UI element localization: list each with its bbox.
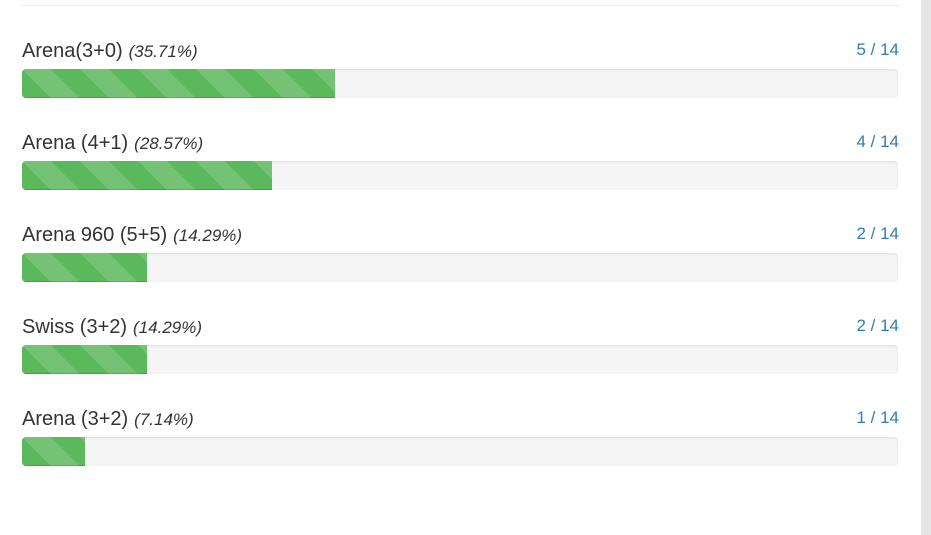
item-name: Arena (4+1) <box>22 132 129 154</box>
item-count: 5 / 14 <box>856 40 899 59</box>
progress-bar <box>22 437 85 466</box>
item-percent: (7.14%) <box>134 410 194 429</box>
item-count: 1 / 14 <box>856 408 899 427</box>
item-name: Arena(3+0) <box>22 40 123 62</box>
item-name: Swiss (3+2) <box>22 316 128 338</box>
progress-track <box>22 437 898 466</box>
item-count: 2 / 14 <box>856 224 899 243</box>
progress-track <box>22 253 898 282</box>
item-label: Arena(3+0) (35.71%) <box>22 39 198 64</box>
item-percent: (14.29%) <box>173 226 243 245</box>
item-name: Arena 960 (5+5) <box>22 224 168 246</box>
progress-item: Arena(3+0) (35.71%) 5 / 14 <box>22 39 899 109</box>
item-count: 4 / 14 <box>856 132 899 151</box>
progress-bar <box>22 345 148 374</box>
item-percent: (28.57%) <box>134 134 204 153</box>
item-percent: (14.29%) <box>133 318 203 337</box>
progress-track <box>22 161 898 190</box>
progress-bar <box>22 161 273 190</box>
progress-item: Arena (4+1) (28.57%) 4 / 14 <box>22 131 899 201</box>
item-name: Arena (3+2) <box>22 408 129 430</box>
progress-bar <box>22 69 335 98</box>
divider <box>22 5 899 6</box>
item-count: 2 / 14 <box>856 316 899 335</box>
progress-track <box>22 69 898 98</box>
progress-item: Swiss (3+2) (14.29%) 2 / 14 <box>22 315 899 385</box>
progress-bar <box>22 253 148 282</box>
scrollbar[interactable] <box>921 0 931 535</box>
item-percent: (35.71%) <box>128 42 198 61</box>
item-label: Arena (3+2) (7.14%) <box>22 407 194 432</box>
progress-track <box>22 345 898 374</box>
progress-item: Arena (3+2) (7.14%) 1 / 14 <box>22 407 899 477</box>
item-label: Arena 960 (5+5) (14.29%) <box>22 223 242 248</box>
item-label: Swiss (3+2) (14.29%) <box>22 315 202 340</box>
progress-item: Arena 960 (5+5) (14.29%) 2 / 14 <box>22 223 899 293</box>
item-label: Arena (4+1) (28.57%) <box>22 131 203 156</box>
